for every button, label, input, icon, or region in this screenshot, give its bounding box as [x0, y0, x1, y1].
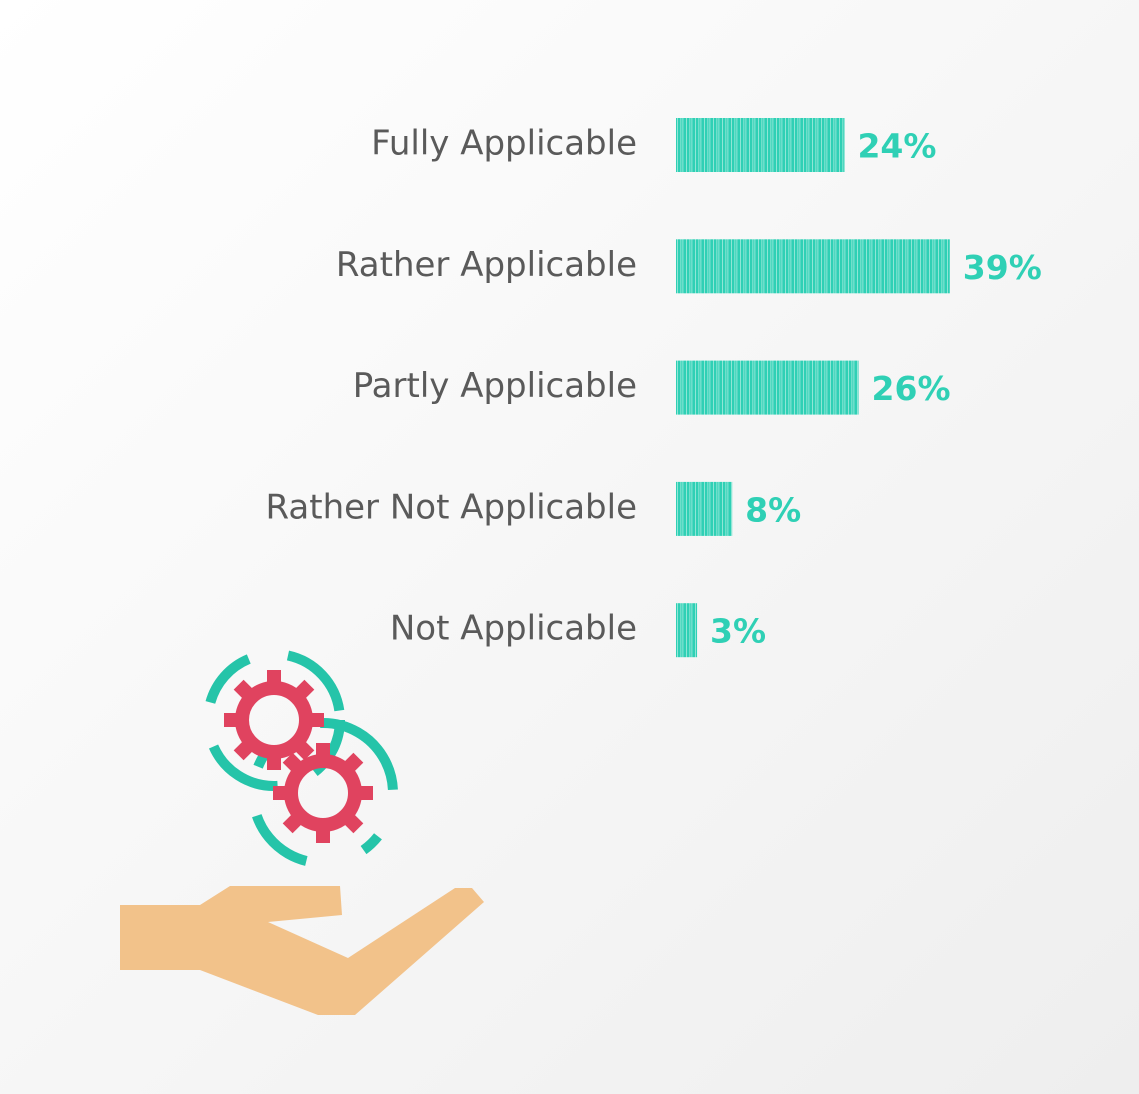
- value-label: 24%: [857, 127, 936, 166]
- category-label: Partly Applicable: [353, 366, 637, 406]
- category-label: Not Applicable: [390, 609, 637, 649]
- hand: [120, 886, 484, 1015]
- value-label: 8%: [745, 490, 801, 529]
- dashed-ring: [248, 718, 398, 868]
- value-label: 26%: [872, 369, 951, 408]
- bar: [676, 239, 950, 294]
- value-label: 39%: [963, 248, 1042, 287]
- illustration: [120, 649, 484, 1015]
- category-label: Rather Not Applicable: [266, 487, 637, 527]
- category-label: Fully Applicable: [371, 124, 637, 164]
- bar: [676, 481, 733, 536]
- bar: [676, 118, 845, 172]
- bar: [676, 603, 698, 658]
- bar: [676, 360, 859, 415]
- gear: [273, 743, 373, 843]
- gear: [224, 670, 324, 770]
- category-label: Rather Applicable: [336, 245, 637, 285]
- value-label: 3%: [710, 612, 766, 651]
